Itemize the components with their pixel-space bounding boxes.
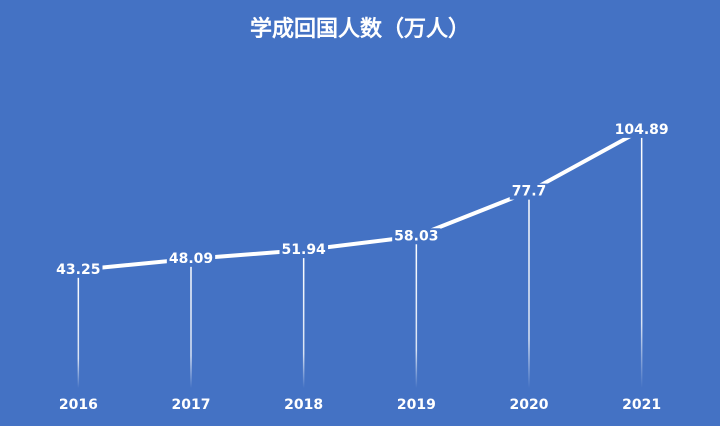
x-tick-label: 2021 [622,397,661,413]
data-label: 77.7 [512,184,547,200]
data-label-bg [392,228,441,245]
drop-line [640,129,643,388]
x-tick-label: 2017 [172,397,211,413]
data-label: 51.94 [282,242,327,258]
data-label-bg [279,242,329,259]
data-label: 48.09 [169,251,213,267]
data-label: 43.25 [56,262,100,278]
drop-line [528,191,530,388]
data-label-bg [612,121,671,138]
drop-line [77,269,80,388]
drop-line [302,250,305,388]
x-tick-label: 2018 [284,397,323,413]
drop-line [190,258,192,388]
chart-title: 学成回国人数（万人） [250,16,470,42]
data-label-bg [509,183,549,200]
x-tick-label: 2016 [59,397,98,413]
drop-line [415,236,418,388]
x-tick-label: 2019 [397,397,436,413]
x-tick-label: 2020 [510,397,549,413]
line [78,128,643,272]
data-label: 104.89 [615,122,669,138]
data-label-bg [54,261,103,278]
data-label-bg [166,250,216,267]
data-label: 58.03 [394,228,438,244]
